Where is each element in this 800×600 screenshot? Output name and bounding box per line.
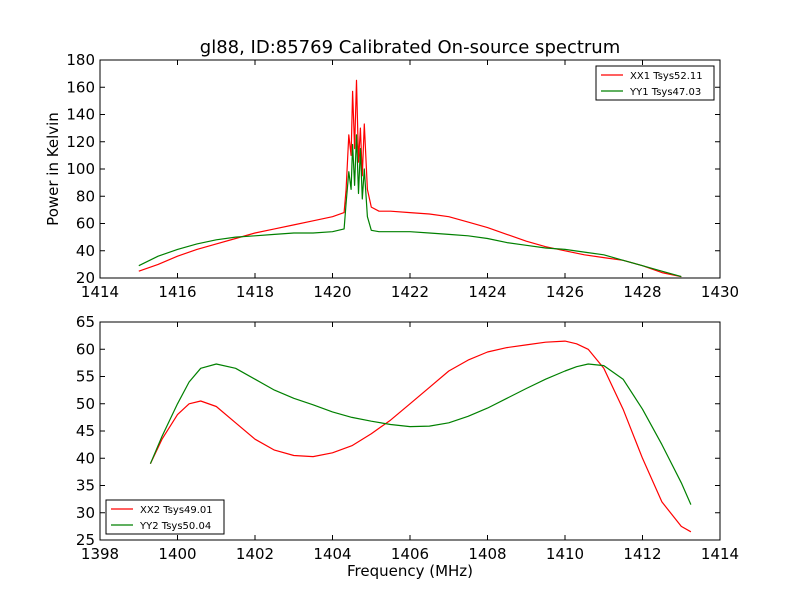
x-tick-label: 1398: [81, 545, 119, 563]
y-tick-label: 20: [76, 269, 95, 287]
x-tick-label: 1408: [468, 545, 506, 563]
x-tick-label: 1430: [701, 283, 739, 301]
x-tick-label: 1426: [546, 283, 584, 301]
y-tick-label: 60: [76, 215, 95, 233]
y-tick-label: 55: [76, 368, 95, 386]
y-tick-label: 50: [76, 395, 95, 413]
legend-label: YY1 Tsys47.03: [629, 87, 701, 98]
top-spectrum-plot: 1414 1416 1418 1420 1422 1424 1426 1428 1430 20 40…: [44, 51, 739, 301]
y-tick-label: 35: [76, 477, 95, 495]
legend-box: [105, 499, 225, 535]
x-tick-label: 1414: [701, 545, 739, 563]
x-tick-label: 1424: [468, 283, 506, 301]
chart-title: gl88, ID:85769 Calibrated On-source spec…: [200, 37, 620, 58]
x-tick-label: 1420: [313, 283, 351, 301]
x-tick-label: 1404: [313, 545, 351, 563]
y-tick-label: 45: [76, 422, 95, 440]
legend: XX1 Tsys52.11 YY1 Tsys47.03: [595, 65, 715, 101]
x-axis-label: Frequency (MHz): [347, 562, 473, 580]
x-tick-label: 1422: [391, 283, 429, 301]
legend-label: XX2 Tsys49.01: [140, 505, 213, 516]
y-tick-label: 120: [66, 133, 95, 151]
y-tick-label: 60: [76, 340, 95, 358]
series-line-yy: [138, 134, 682, 278]
x-tick-label: 1418: [236, 283, 274, 301]
y-tick-label: 30: [76, 504, 95, 522]
legend-label: YY2 Tsys50.04: [139, 521, 211, 532]
x-tick-label: 1400: [158, 545, 196, 563]
y-tick-label: 80: [76, 187, 95, 205]
x-tick-label: 1410: [546, 545, 584, 563]
x-tick-label: 1416: [158, 283, 196, 301]
bottom-spectrum-plot: 1398 1400 1402 1404 1406 1408 1410 1412 1414 25 30…: [76, 313, 739, 580]
legend: XX2 Tsys49.01 YY2 Tsys50.04: [105, 499, 225, 535]
y-tick-label: 25: [76, 531, 95, 549]
x-tick-label: 1428: [623, 283, 661, 301]
y-tick-label: 65: [76, 313, 95, 331]
legend-label: XX1 Tsys52.11: [630, 71, 703, 82]
x-tick-label: 1406: [391, 545, 429, 563]
y-tick-label: 180: [66, 51, 95, 69]
x-tick-label: 1414: [81, 283, 119, 301]
legend-box: [595, 65, 715, 101]
x-tick-label: 1412: [623, 545, 661, 563]
y-tick-label: 100: [66, 160, 95, 178]
series-line-yy: [149, 363, 692, 505]
y-tick-label: 40: [76, 242, 95, 260]
series-line-xx: [138, 79, 682, 278]
y-tick-label: 160: [66, 78, 95, 96]
y-axis-label: Power in Kelvin: [44, 112, 62, 226]
y-tick-label: 140: [66, 106, 95, 124]
x-tick-label: 1402: [236, 545, 274, 563]
y-tick-label: 40: [76, 449, 95, 467]
